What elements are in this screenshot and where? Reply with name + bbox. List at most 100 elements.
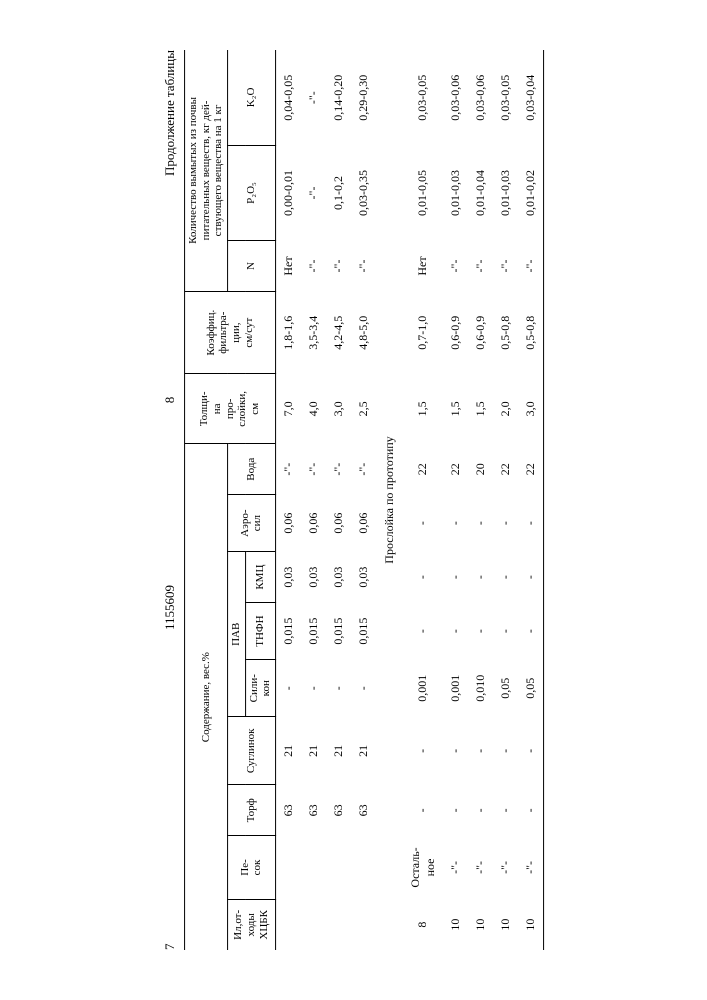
- cell: 21: [301, 717, 326, 785]
- cell: -"-: [301, 241, 326, 292]
- cell: -"-: [301, 145, 326, 240]
- cell: -: [351, 660, 376, 717]
- cell: -"-: [326, 241, 351, 292]
- cell: -"-: [518, 836, 544, 900]
- cell: -: [493, 717, 518, 785]
- cell: -"-: [275, 444, 301, 495]
- cell: -: [443, 495, 468, 552]
- cell: [326, 899, 351, 950]
- cell: 0,7-1,0: [403, 291, 443, 374]
- cell: -"-: [326, 444, 351, 495]
- cell: 0,00-0,01: [275, 145, 301, 240]
- section-divider: Прослойка по прототипу: [376, 50, 403, 950]
- cell: [301, 836, 326, 900]
- cell: [351, 836, 376, 900]
- cell: 0,001: [443, 660, 468, 717]
- header-row-1: Содержание, вес.% Толщи- на про- слойки,…: [185, 50, 228, 950]
- cell: 0,5-0,8: [493, 291, 518, 374]
- hdr-washed: Количество вымытых из почвы питательных …: [185, 50, 228, 291]
- cell: 0,03-0,06: [443, 50, 468, 145]
- cell: 1,5: [443, 374, 468, 444]
- cell: -: [468, 495, 493, 552]
- cell: -: [403, 552, 443, 603]
- cell: 22: [518, 444, 544, 495]
- cell: -: [403, 495, 443, 552]
- cell: 63: [326, 785, 351, 836]
- table-row: 6321-0,0150,030,06-"-4,03,5-3,4-"--"--"-: [301, 50, 326, 950]
- cell: 8: [403, 899, 443, 950]
- cell: 0,06: [301, 495, 326, 552]
- cell: 63: [351, 785, 376, 836]
- cell: Нет: [403, 241, 443, 292]
- cell: Осталь- ное: [403, 836, 443, 900]
- cell: 0,03-0,06: [468, 50, 493, 145]
- page: 7 1155609 8 Продолжение таблицы Содержан…: [0, 0, 707, 1000]
- cell: -: [468, 603, 493, 660]
- hdr-silikon: Сили- кон: [245, 660, 275, 717]
- cell: 0,015: [326, 603, 351, 660]
- cell: -: [301, 660, 326, 717]
- cell: -: [468, 785, 493, 836]
- cell: -: [468, 552, 493, 603]
- cell: -: [518, 603, 544, 660]
- hdr-aerosil: Аэро- сил: [228, 495, 276, 552]
- cell: -: [275, 660, 301, 717]
- top-line: 7 1155609 8 Продолжение таблицы: [162, 50, 178, 950]
- cell: -"-: [301, 50, 326, 145]
- cell: 0,6-0,9: [468, 291, 493, 374]
- cell: -"-: [468, 836, 493, 900]
- cell: 10: [518, 899, 544, 950]
- cell: -"-: [443, 836, 468, 900]
- hdr-pesok: Пе- сок: [228, 836, 276, 900]
- cell: 0,03-0,05: [493, 50, 518, 145]
- cell: -"-: [301, 444, 326, 495]
- table-row: 10-"---0,05---222,00,5-0,8-"-0,01-0,030,…: [493, 50, 518, 950]
- cell: -: [518, 717, 544, 785]
- cell: 1,5: [468, 374, 493, 444]
- cell: [275, 836, 301, 900]
- hdr-coef: Коэффиц. фильтра- ции, см/сут: [185, 291, 276, 374]
- hdr-kmc: КМЦ: [245, 552, 275, 603]
- cell: 0,1-0,2: [326, 145, 351, 240]
- cell: Нет: [275, 241, 301, 292]
- cell: 3,0: [326, 374, 351, 444]
- cell: -: [518, 552, 544, 603]
- hdr-voda: Вода: [228, 444, 276, 495]
- cell: 0,03: [351, 552, 376, 603]
- cell: -: [443, 785, 468, 836]
- cell: 0,015: [275, 603, 301, 660]
- table-row: 6321-0,0150,030,06-"-2,54,8-5,0-"-0,03-0…: [351, 50, 376, 950]
- header-row-2: Ил,от- ходы ХЦБК Пе- сок Торф Суглинок П…: [228, 50, 246, 950]
- cell: [326, 836, 351, 900]
- cell: 2,0: [493, 374, 518, 444]
- hdr-n: N: [228, 241, 276, 292]
- cell: 0,03-0,04: [518, 50, 544, 145]
- table-row: 6321-0,0150,030,06-"-7,01,8-1,6Нет0,00-0…: [275, 50, 301, 950]
- cell: 21: [351, 717, 376, 785]
- patent-number: 1155609: [162, 430, 178, 630]
- cell: 10: [443, 899, 468, 950]
- cell: -: [326, 660, 351, 717]
- cell: -"-: [443, 241, 468, 292]
- cell: 4,0: [301, 374, 326, 444]
- cell: 0,03: [275, 552, 301, 603]
- cell: 0,01-0,03: [443, 145, 468, 240]
- hdr-torf: Торф: [228, 785, 276, 836]
- cell: 10: [468, 899, 493, 950]
- table-body-b: 8Осталь- ное--0,001---221,50,7-1,0Нет0,0…: [403, 50, 544, 950]
- cell: [351, 899, 376, 950]
- cell: 22: [403, 444, 443, 495]
- cell: 3,0: [518, 374, 544, 444]
- table-body-a: 6321-0,0150,030,06-"-7,01,8-1,6Нет0,00-0…: [275, 50, 376, 950]
- hdr-p2o5: P₂O₅: [228, 145, 276, 240]
- page-number-right: 8: [162, 370, 178, 430]
- cell: 0,015: [351, 603, 376, 660]
- hdr-thickness: Толщи- на про- слойки, см: [185, 374, 276, 444]
- cell: 0,01-0,05: [403, 145, 443, 240]
- cell: 21: [326, 717, 351, 785]
- table-row: 10-"---0,010---201,50,6-0,9-"-0,01-0,040…: [468, 50, 493, 950]
- cell: 1,8-1,6: [275, 291, 301, 374]
- cell: 0,6-0,9: [443, 291, 468, 374]
- cell: 4,2-4,5: [326, 291, 351, 374]
- cell: -"-: [351, 241, 376, 292]
